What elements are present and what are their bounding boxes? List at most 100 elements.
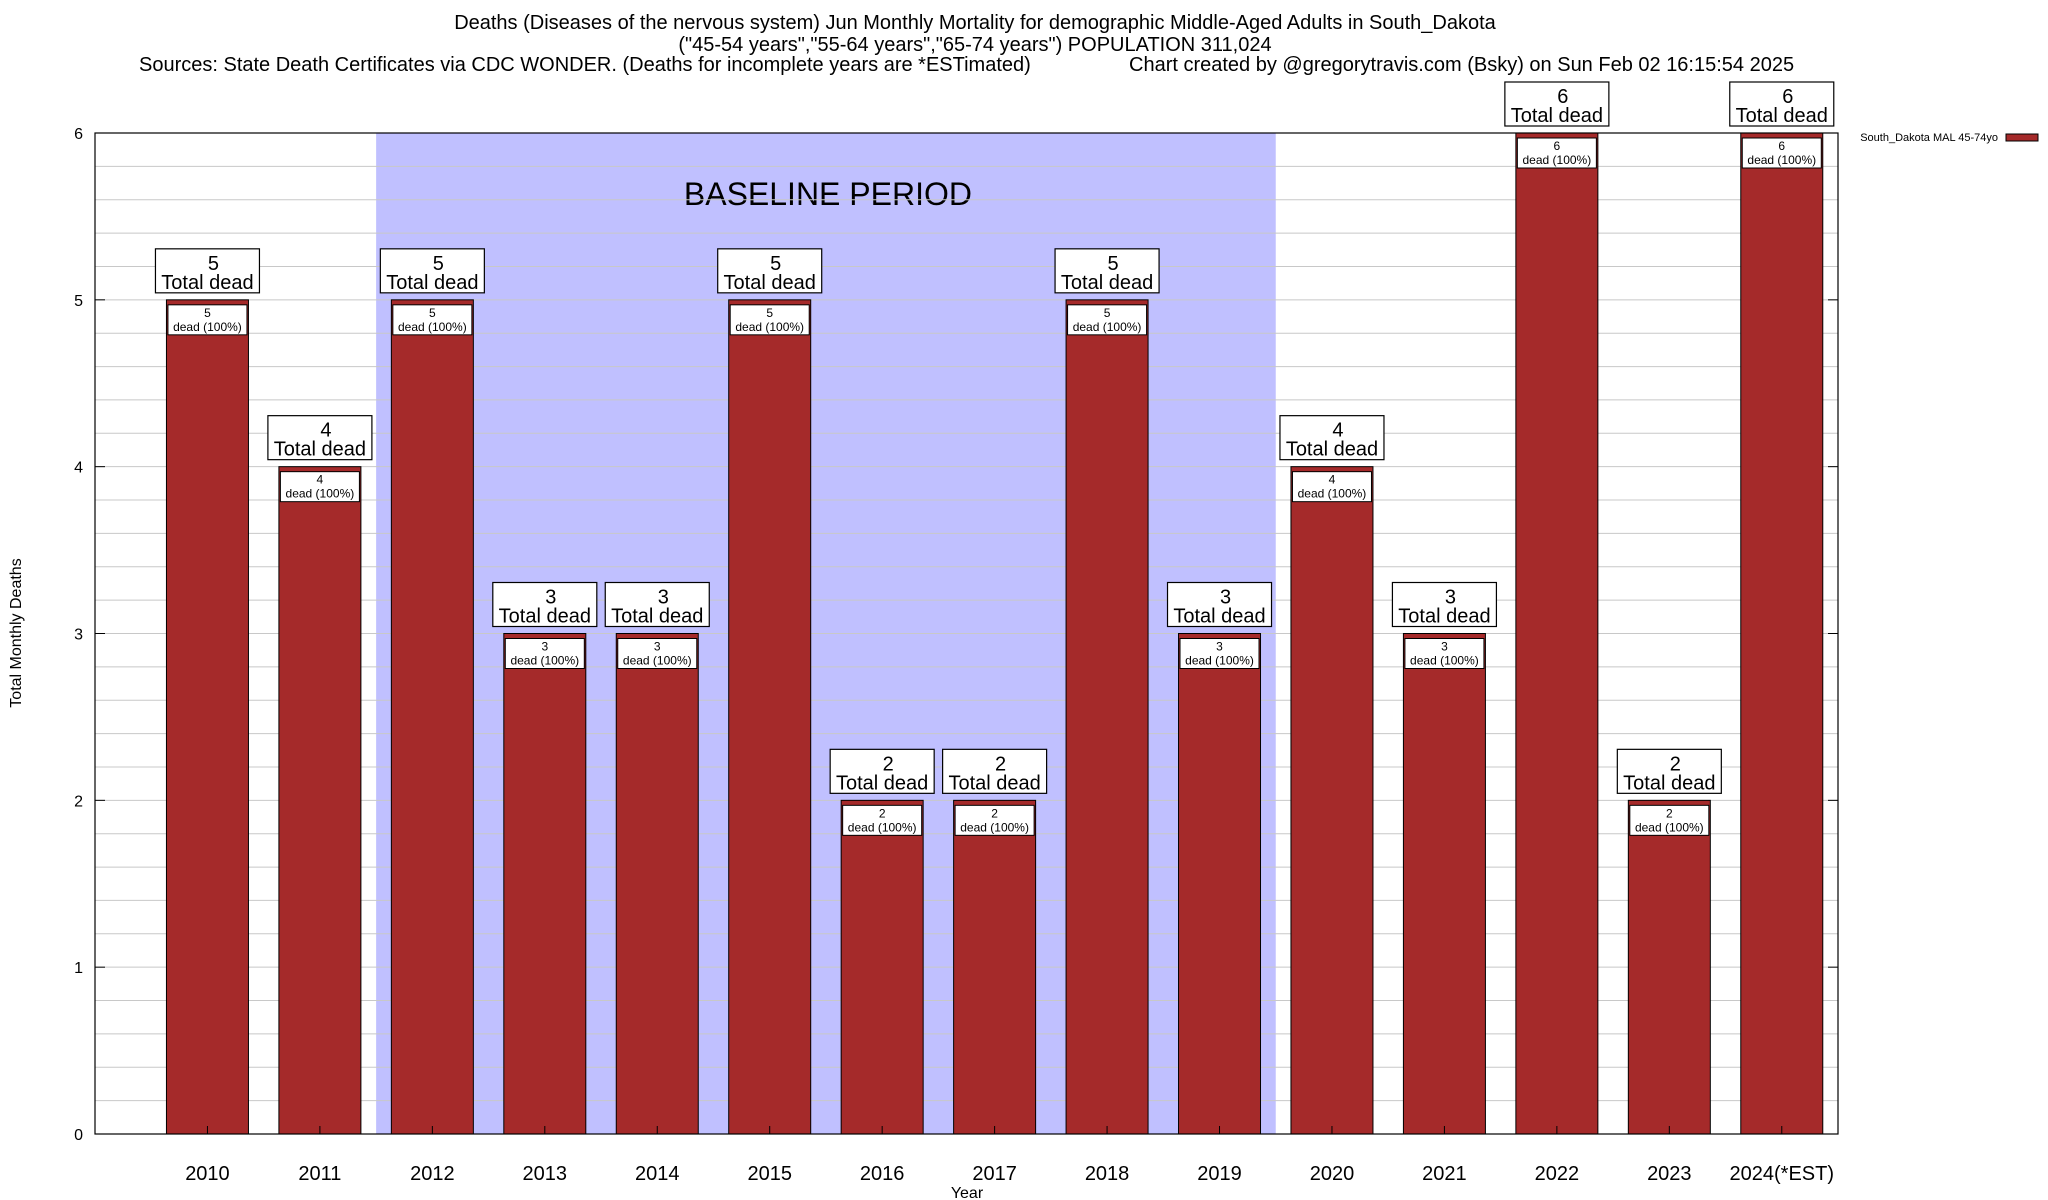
bar-total-text-label: Total dead [1511,105,1603,127]
bar-inner-value-label: 5 [204,306,211,320]
bar-total-text-label: Total dead [274,439,366,461]
bar [1627,799,1711,1135]
x-tick-label: 2018 [1085,1163,1130,1185]
bar-total-label-box [379,248,485,294]
bar-inner-label-box [1516,137,1597,169]
bar-inner-percent-label: dead (100%) [1298,487,1367,501]
bar-total-value-label: 5 [208,253,219,275]
x-tick-label: 2013 [523,1163,568,1185]
x-tick-label: 2024(*EST) [1730,1163,1835,1185]
chart-source-note: Sources: State Death Certificates via CD… [139,54,1031,76]
bar-inner-value-label: 5 [429,306,436,320]
y-tick-label: 6 [74,126,83,143]
bar-inner-percent-label: dead (100%) [1635,820,1704,834]
bar-total-label-box [1166,581,1273,628]
bar-inner-value-label: 4 [317,473,324,487]
bar [840,799,924,1135]
bar-inner-percent-label: dead (100%) [398,320,467,334]
bar [1290,466,1374,1135]
bar-total-value-label: 5 [1108,253,1119,275]
bar-total-value-label: 6 [1557,86,1568,108]
bar-total-label-box [1504,81,1610,127]
bar-total-value-label: 2 [1670,753,1681,775]
bar [1065,299,1149,1135]
chart-credit-note: Chart created by @gregorytravis.com (Bsk… [1129,54,1795,76]
bar [165,299,249,1135]
bar-inner-label-box [279,471,360,503]
bar-total-value-label: 3 [1445,587,1456,609]
bar-inner-value-label: 6 [1554,139,1561,153]
bar-total-label-box [1279,415,1385,461]
bar [1178,633,1262,1135]
legend-swatch [2005,133,2039,142]
legend-label: South_Dakota MAL 45-74yo [1860,132,1998,144]
bar-inner-value-label: 4 [1329,473,1336,487]
bar-inner-label-box [617,638,698,669]
bar-total-value-label: 5 [433,253,444,275]
bar-total-value-label: 3 [1220,587,1231,609]
bar [1515,132,1599,1135]
bar [503,633,587,1135]
bar [278,466,362,1135]
bar-inner-percent-label: dead (100%) [1523,153,1592,167]
bar-total-text-label: Total dead [948,772,1040,794]
bar-inner-value-label: 5 [1104,306,1111,320]
y-axis-title: Total Monthly Deaths [8,558,25,707]
bar-inner-value-label: 2 [991,806,998,820]
bar-total-value-label: 5 [770,253,781,275]
bar-total-value-label: 6 [1782,86,1793,108]
bar-inner-label-box [1067,304,1148,336]
y-tick-label: 2 [74,793,83,810]
x-tick-label: 2019 [1197,1163,1242,1185]
baseline-period-label: BASELINE PERIOD [684,176,972,212]
y-tick-label: 0 [74,1127,83,1144]
bar-inner-value-label: 3 [541,640,548,654]
bar-inner-percent-label: dead (100%) [735,320,804,334]
bar-inner-percent-label: dead (100%) [1410,654,1479,668]
bar-total-value-label: 4 [1332,420,1343,442]
y-tick-label: 1 [74,960,83,977]
bar-total-value-label: 4 [320,420,331,442]
bar-total-label-box [1729,81,1835,127]
x-tick-label: 2023 [1647,1163,1692,1185]
bar-total-label-box [154,248,261,294]
bar-inner-value-label: 3 [654,640,661,654]
bar-total-value-label: 3 [545,587,556,609]
bar [390,299,474,1135]
bar-inner-label-box [842,804,923,836]
bar-inner-label-box [1291,471,1372,503]
bar-inner-percent-label: dead (100%) [286,487,355,501]
bar-total-label-box [1054,248,1160,294]
x-tick-label: 2016 [860,1163,905,1185]
bar [728,299,812,1135]
bar-inner-value-label: 3 [1216,640,1223,654]
x-tick-label: 2010 [185,1163,230,1185]
bar-total-text-label: Total dead [1286,439,1378,461]
bar-total-value-label: 2 [883,753,894,775]
bar [953,799,1037,1135]
bar-total-text-label: Total dead [1623,772,1715,794]
bar-inner-label-box [729,304,810,336]
bar-total-label-box [829,748,935,794]
bar-inner-label-box [504,638,585,669]
bar-inner-value-label: 6 [1778,139,1785,153]
bar-inner-percent-label: dead (100%) [1185,654,1254,668]
x-axis-title: Year [951,1185,984,1200]
chart-title: Deaths (Diseases of the nervous system) … [454,12,1496,34]
bar-total-text-label: Total dead [499,606,591,628]
bar-total-label-box [1391,581,1498,628]
bar-inner-label-box [1741,137,1822,169]
bar-inner-percent-label: dead (100%) [1073,320,1142,334]
x-tick-label: 2020 [1310,1163,1355,1185]
y-tick-label: 4 [74,460,83,477]
bar-total-value-label: 3 [658,587,669,609]
bar-total-text-label: Total dead [386,272,478,294]
bar-inner-value-label: 2 [1666,806,1673,820]
bar-inner-value-label: 3 [1441,640,1448,654]
x-tick-label: 2012 [410,1163,455,1185]
bar-total-label-box [492,581,598,628]
bar [1402,633,1486,1135]
bar-inner-label-box [1404,638,1485,669]
bar-total-text-label: Total dead [724,272,816,294]
